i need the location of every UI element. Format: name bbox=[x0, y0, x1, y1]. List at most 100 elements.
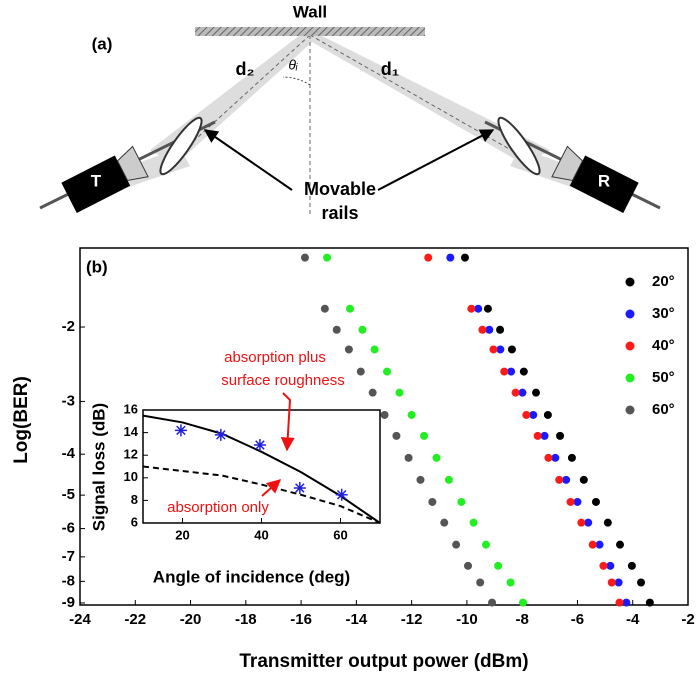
data-point bbox=[567, 453, 576, 462]
y-tick-label: -9 bbox=[62, 594, 75, 611]
y-tick-label: -4 bbox=[62, 445, 76, 462]
distance-label: d₂ bbox=[236, 59, 255, 79]
data-point bbox=[603, 518, 612, 527]
x-axis-label: Transmitter output power (dBm) bbox=[239, 651, 528, 672]
x-tick-label: -6 bbox=[571, 611, 584, 628]
data-point bbox=[380, 410, 389, 419]
data-point bbox=[424, 253, 433, 262]
legend-marker bbox=[625, 373, 635, 383]
data-point bbox=[344, 345, 353, 354]
data-point bbox=[323, 253, 332, 262]
data-point bbox=[214, 428, 227, 441]
data-point bbox=[518, 388, 527, 397]
distance-label: d₁ bbox=[381, 59, 399, 79]
data-point bbox=[467, 304, 476, 313]
data-point bbox=[420, 431, 429, 440]
panel-label: (a) bbox=[92, 34, 113, 53]
data-point bbox=[566, 497, 575, 506]
data-point bbox=[392, 431, 401, 440]
data-point bbox=[607, 578, 616, 587]
data-point bbox=[383, 367, 392, 376]
data-point bbox=[444, 475, 453, 484]
y-axis-label: Signal loss (dB) bbox=[89, 403, 108, 531]
y-tick-label: 14 bbox=[124, 424, 139, 439]
data-point bbox=[485, 325, 494, 334]
legend-marker bbox=[625, 277, 635, 287]
x-tick-label: -24 bbox=[69, 611, 91, 628]
data-point bbox=[616, 540, 625, 549]
x-tick-label: 20 bbox=[175, 527, 189, 542]
data-point bbox=[293, 481, 306, 494]
panel-label: (b) bbox=[86, 257, 108, 276]
curve bbox=[142, 465, 381, 524]
data-point bbox=[595, 540, 604, 549]
data-point bbox=[577, 518, 586, 527]
data-point bbox=[533, 431, 542, 440]
data-point bbox=[579, 475, 588, 484]
receiver bbox=[551, 145, 639, 214]
diagram: T R (a) Wall d₂ d₁ θᵢ Movable rails bbox=[39, 2, 661, 223]
data-point bbox=[335, 488, 348, 501]
data-point bbox=[404, 453, 413, 462]
y-axis-label: Log(BER) bbox=[11, 376, 32, 464]
x-tick-label: -16 bbox=[290, 611, 312, 628]
data-point bbox=[519, 598, 528, 607]
data-point bbox=[627, 561, 636, 570]
data-point bbox=[622, 598, 631, 607]
data-point bbox=[496, 345, 505, 354]
data-point bbox=[540, 431, 549, 440]
wall-label: Wall bbox=[293, 2, 327, 21]
data-point bbox=[428, 497, 437, 506]
legend-label: 30° bbox=[652, 305, 675, 322]
data-point bbox=[358, 325, 367, 334]
legend-marker bbox=[625, 309, 635, 319]
annotation: absorption plus bbox=[224, 349, 326, 366]
y-tick-label: -3 bbox=[62, 392, 75, 409]
y-tick-label: 16 bbox=[124, 401, 138, 416]
y-tick-label: -6 bbox=[62, 520, 75, 537]
beam-axis bbox=[174, 34, 311, 159]
y-tick-label: -5 bbox=[62, 486, 75, 503]
data-point bbox=[356, 367, 365, 376]
data-point bbox=[529, 410, 538, 419]
data-point bbox=[543, 410, 552, 419]
data-point bbox=[452, 540, 461, 549]
x-tick-label: -4 bbox=[626, 611, 640, 628]
data-point bbox=[522, 410, 531, 419]
legend-label: 20° bbox=[652, 273, 675, 290]
data-point bbox=[446, 253, 455, 262]
data-point bbox=[483, 304, 492, 313]
data-point bbox=[507, 345, 516, 354]
data-point bbox=[551, 453, 560, 462]
legend-marker bbox=[625, 341, 635, 351]
data-point bbox=[478, 325, 487, 334]
data-point bbox=[507, 367, 516, 376]
receiver-label: R bbox=[598, 171, 610, 190]
x-tick-label: 40 bbox=[254, 527, 268, 542]
data-point bbox=[440, 518, 449, 527]
x-tick-label: -10 bbox=[456, 611, 478, 628]
legend-label: 50° bbox=[652, 369, 675, 386]
data-point bbox=[562, 475, 571, 484]
y-tick-label: 6 bbox=[131, 514, 138, 529]
data-point bbox=[645, 598, 654, 607]
data-point bbox=[346, 304, 355, 313]
data-point bbox=[460, 253, 469, 262]
lens bbox=[159, 116, 203, 176]
angle-arc bbox=[282, 76, 311, 86]
annotation: surface roughness bbox=[221, 372, 344, 389]
transmitter-label: T bbox=[91, 171, 102, 190]
data-point bbox=[606, 561, 615, 570]
data-point bbox=[474, 304, 483, 313]
data-point bbox=[615, 598, 624, 607]
lens bbox=[497, 116, 541, 176]
legend-marker bbox=[625, 405, 635, 415]
arrow bbox=[377, 129, 495, 191]
data-point bbox=[300, 253, 309, 262]
data-point bbox=[416, 475, 425, 484]
x-tick-label: -8 bbox=[516, 611, 529, 628]
data-point bbox=[588, 540, 597, 549]
data-point bbox=[506, 578, 515, 587]
